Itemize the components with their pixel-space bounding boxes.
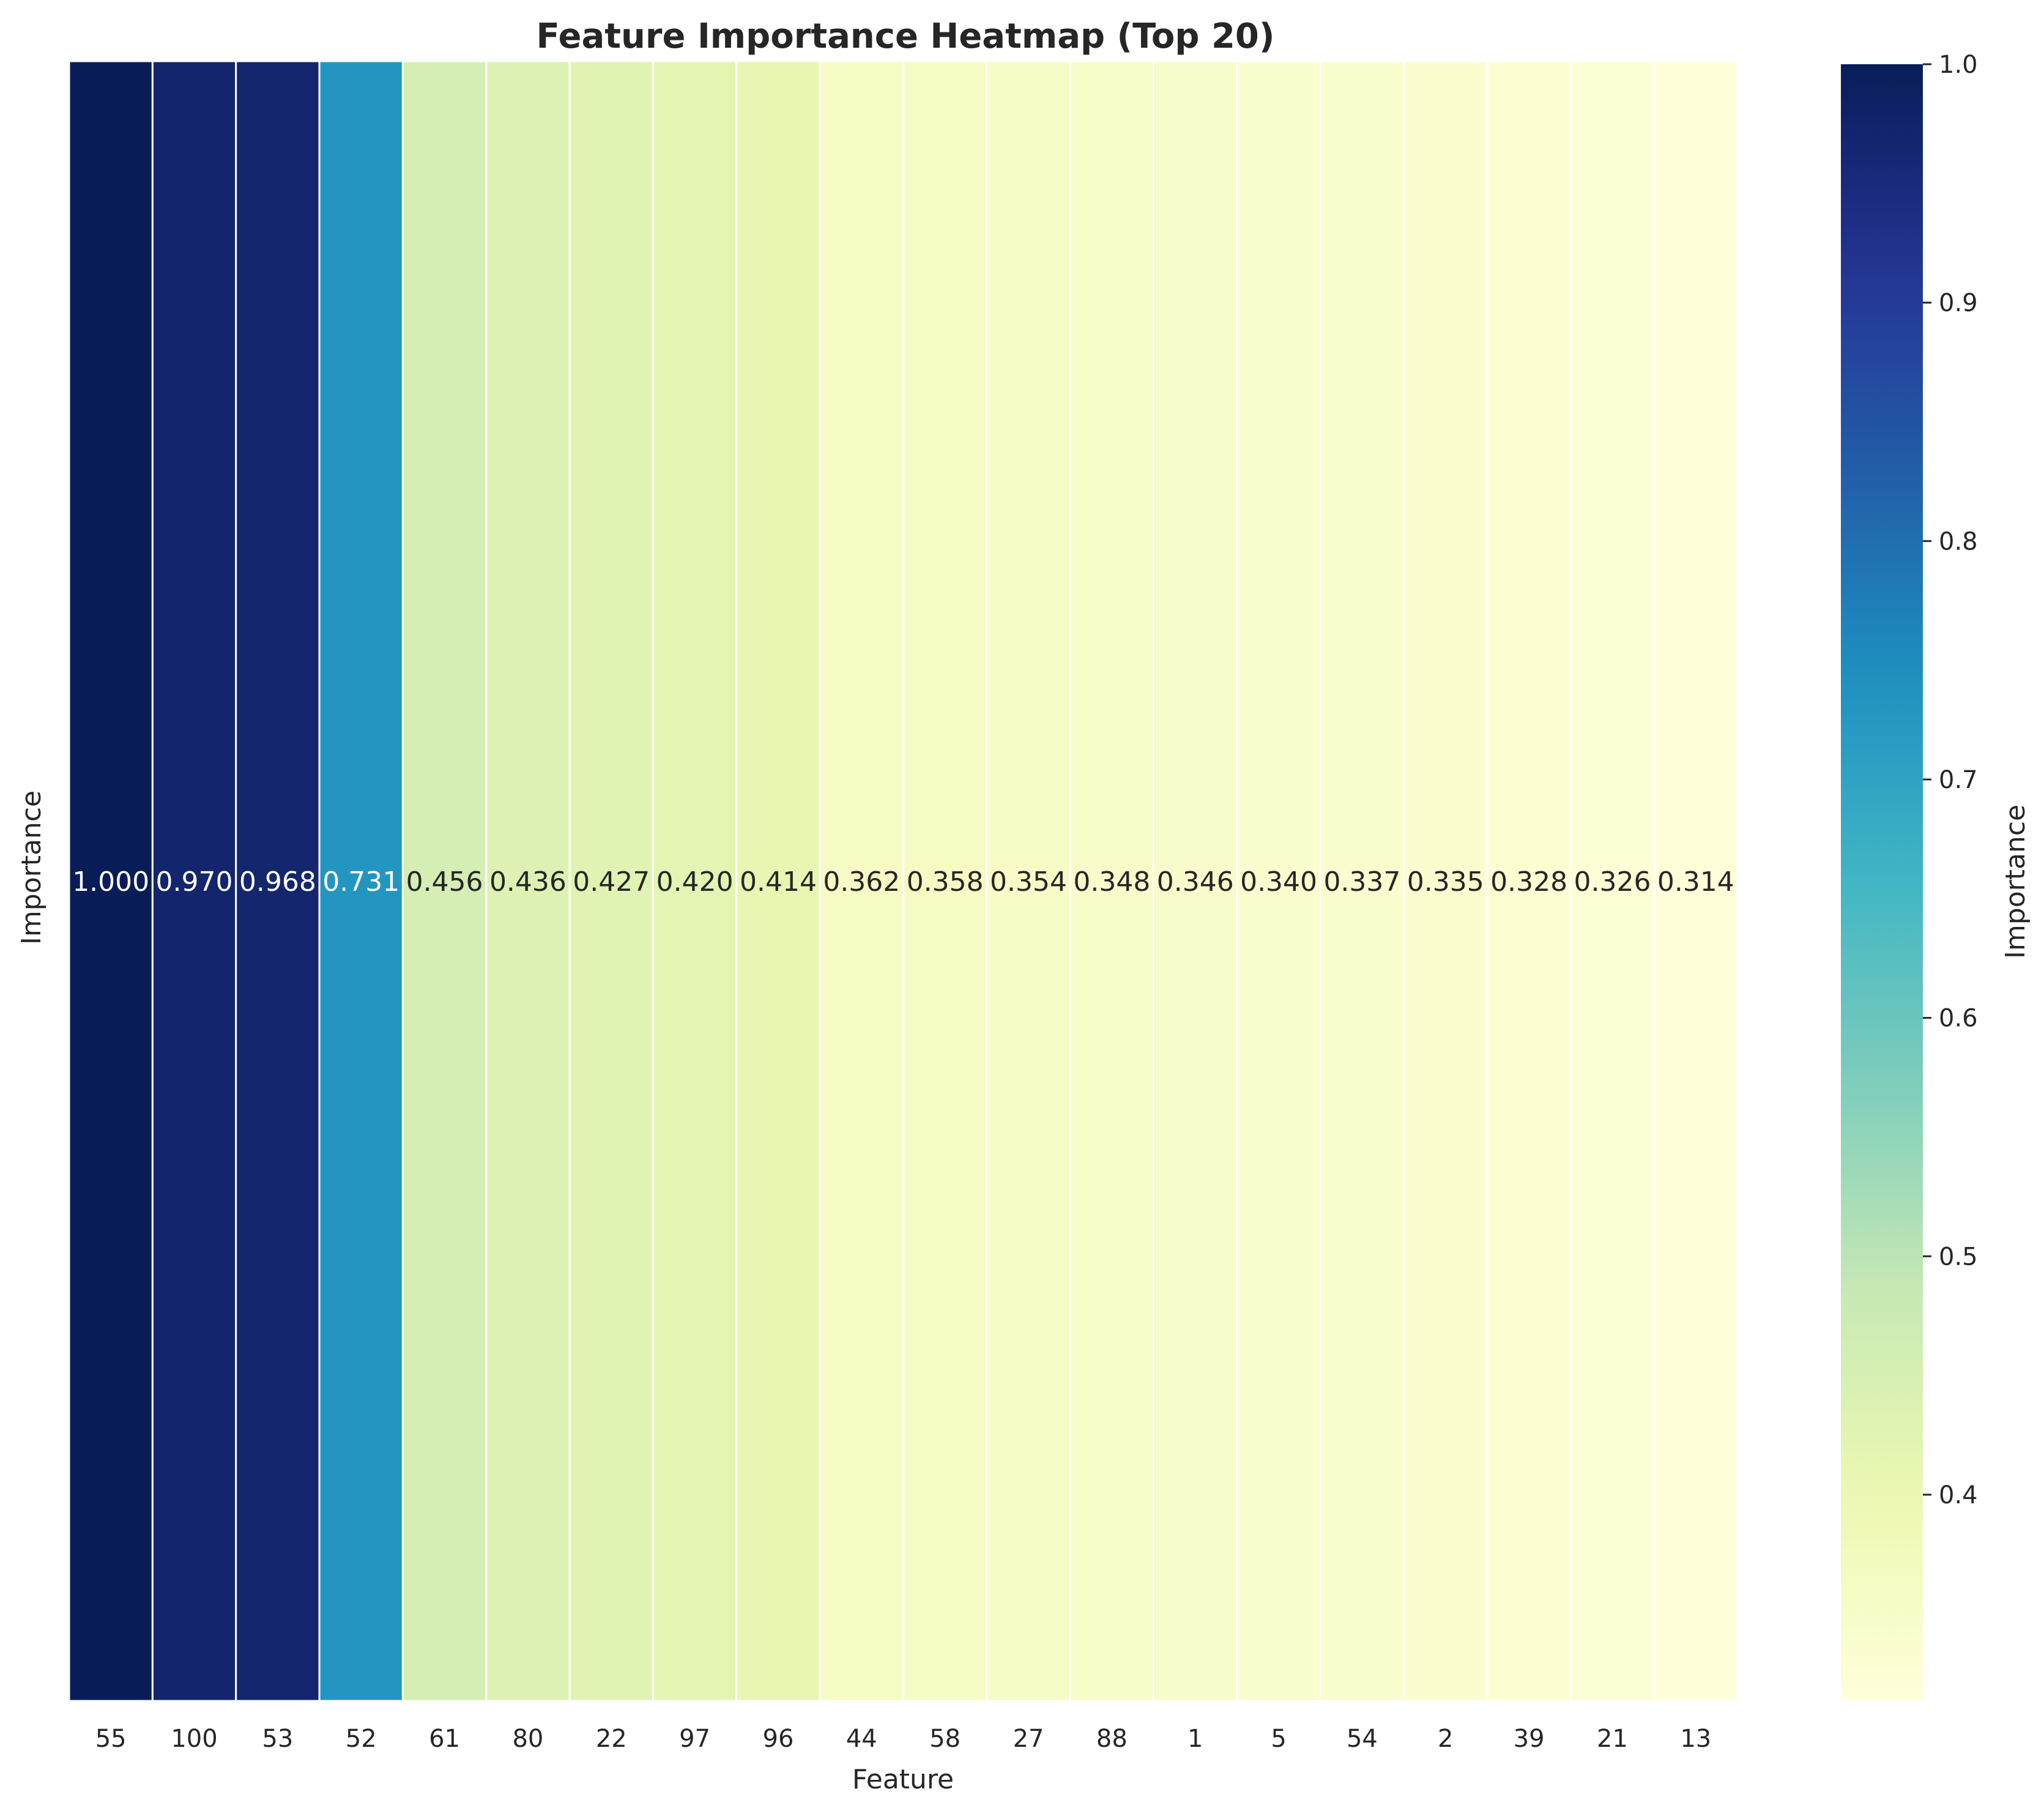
heatmap-cell (1653, 60, 1739, 1702)
x-tick-label: 44 (846, 1725, 877, 1753)
x-tick-label: 58 (929, 1725, 961, 1753)
heatmap-cell (318, 60, 404, 1702)
cell-annotation: 0.358 (907, 866, 984, 898)
colorbar-tick-label: 0.6 (1939, 1005, 1978, 1033)
heatmap-cell (235, 60, 321, 1702)
heatmap-cell (819, 60, 905, 1702)
cell-annotation: 0.414 (740, 866, 817, 898)
x-tick-label: 5 (1271, 1725, 1286, 1753)
cell-annotation: 0.731 (322, 866, 400, 898)
cell-annotation: 0.970 (156, 866, 233, 898)
colorbar-tick-label: 0.4 (1939, 1481, 1978, 1509)
x-tick-label: 55 (95, 1725, 127, 1753)
colorbar-tick-label: 0.9 (1939, 289, 1978, 318)
cell-annotation: 0.328 (1490, 866, 1567, 898)
cell-annotation: 0.420 (656, 866, 734, 898)
x-tick-label: 21 (1597, 1725, 1628, 1753)
chart-title: Feature Importance Heatmap (Top 20) (536, 17, 1274, 56)
heatmap-cells (68, 60, 1739, 1702)
cell-annotation: 0.354 (990, 866, 1067, 898)
heatmap-cell (151, 60, 237, 1702)
heatmap-cell (652, 60, 738, 1702)
cell-annotation: 0.335 (1407, 866, 1484, 898)
cell-annotation: 0.337 (1323, 866, 1400, 898)
heatmap-cell (1153, 60, 1238, 1702)
cell-annotation: 0.427 (573, 866, 650, 898)
heatmap-cell (68, 60, 154, 1702)
cell-annotation: 0.314 (1657, 866, 1734, 898)
x-tick-label: 88 (1096, 1725, 1128, 1753)
cell-annotation: 0.456 (406, 866, 483, 898)
x-tick-label: 52 (346, 1725, 377, 1753)
cell-annotation: 0.348 (1073, 866, 1150, 898)
cell-annotation: 0.346 (1157, 866, 1234, 898)
colorbar-tick-label: 1.0 (1939, 51, 1978, 79)
colorbar-label: Importance (2000, 805, 2031, 959)
colorbar-ticks: 0.4 0.5 0.6 0.7 0.8 0.9 1.0 (1923, 51, 1978, 1509)
heatmap-cell (986, 60, 1071, 1702)
cell-annotation: 0.436 (489, 866, 567, 898)
heatmap-cell (1319, 60, 1405, 1702)
heatmap-cell (735, 60, 821, 1702)
colorbar-tick-label: 0.5 (1939, 1243, 1978, 1271)
heatmap-cell (1069, 60, 1155, 1702)
cell-annotation: 0.968 (239, 866, 316, 898)
x-tick-label: 61 (429, 1725, 460, 1753)
colorbar-tick-label: 0.7 (1939, 766, 1978, 794)
heatmap-cell (1486, 60, 1572, 1702)
heatmap-cell (568, 60, 654, 1702)
cell-annotations: 1.000 0.970 0.968 0.731 0.456 0.436 0.427 0.420… (72, 866, 1734, 898)
heatmap-cell (401, 60, 488, 1702)
x-tick-labels: 55 100 53 52 61 80 22 97 96 44 58 27 88 1 5 54 2 39 21 13 (95, 1725, 1712, 1753)
cell-annotation: 1.000 (72, 866, 149, 898)
colorbar-tick-label: 0.8 (1939, 527, 1978, 556)
x-tick-label: 13 (1680, 1725, 1711, 1753)
heatmap-cell (1403, 60, 1488, 1702)
cell-annotation: 0.340 (1240, 866, 1317, 898)
x-tick-label: 97 (679, 1725, 710, 1753)
heatmap-cell (1236, 60, 1321, 1702)
x-tick-label: 54 (1347, 1725, 1378, 1753)
x-tick-label: 96 (763, 1725, 794, 1753)
colorbar (1841, 64, 1923, 1700)
x-tick-label: 100 (171, 1725, 217, 1753)
x-tick-label: 39 (1514, 1725, 1545, 1753)
y-axis-label: Importance (16, 791, 47, 945)
x-tick-label: 53 (262, 1725, 293, 1753)
x-tick-label: 1 (1187, 1725, 1203, 1753)
cell-annotation: 0.326 (1574, 866, 1651, 898)
heatmap-cell (485, 60, 571, 1702)
x-tick-label: 27 (1013, 1725, 1044, 1753)
x-tick-label: 22 (596, 1725, 627, 1753)
cell-annotation: 0.362 (823, 866, 900, 898)
x-axis-label: Feature (852, 1764, 954, 1795)
x-tick-label: 80 (512, 1725, 543, 1753)
heatmap-cell (1569, 60, 1656, 1702)
x-tick-label: 2 (1438, 1725, 1453, 1753)
